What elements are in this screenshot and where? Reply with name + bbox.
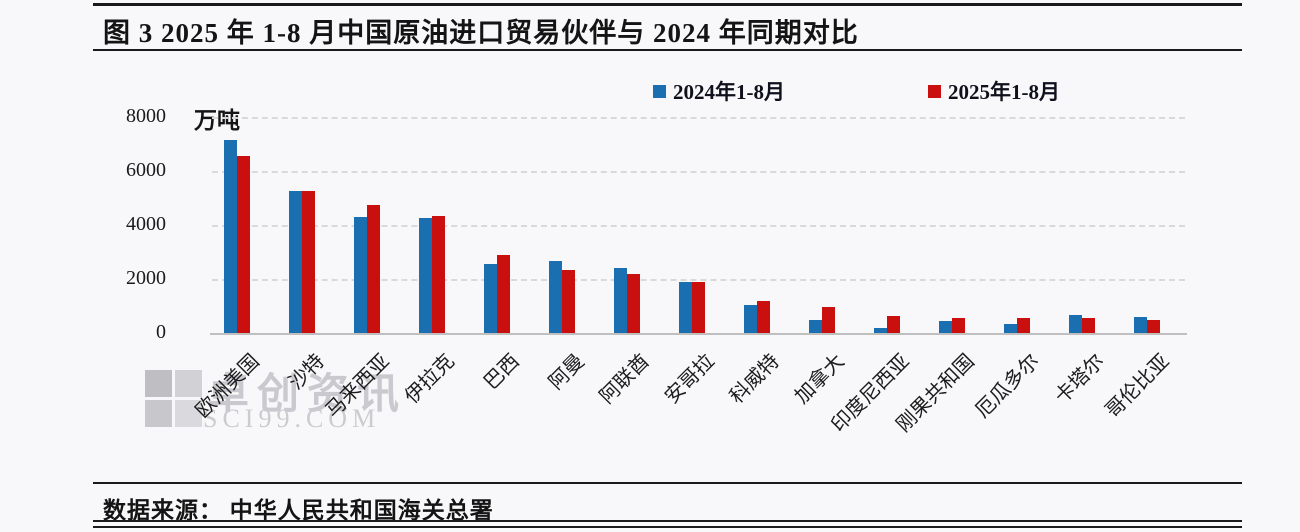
bar-2025-卡塔尔 xyxy=(1082,317,1095,333)
bar-2024-卡塔尔 xyxy=(1069,314,1082,333)
x-label-厄瓜多尔: 厄瓜多尔 xyxy=(971,350,1044,423)
bar-2024-沙特 xyxy=(289,191,302,333)
y-tick-4000: 4000 xyxy=(126,213,166,235)
footer-top-rule xyxy=(93,482,1242,484)
bar-2024-科威特 xyxy=(744,304,757,333)
y-tick-6000: 6000 xyxy=(126,159,166,181)
bar-2025-刚果共和国 xyxy=(952,318,965,333)
bar-2025-欧洲美国 xyxy=(237,156,250,333)
bar-2024-加拿大 xyxy=(809,319,822,333)
bar-2024-厄瓜多尔 xyxy=(1004,324,1017,333)
legend-item-2024: 2024年1-8月 xyxy=(653,79,785,104)
header-bottom-rule xyxy=(93,49,1242,51)
gridline-6000 xyxy=(212,171,1185,173)
bar-2024-伊拉克 xyxy=(419,217,432,333)
bar-2024-刚果共和国 xyxy=(939,321,952,333)
legend-swatch-2025-icon xyxy=(928,84,941,98)
figure-title: 图 3 2025 年 1-8 月中国原油进口贸易伙伴与 2024 年同期对比 xyxy=(103,18,859,48)
bar-2025-哥伦比亚 xyxy=(1147,319,1160,333)
x-label-印度尼西亚: 印度尼西亚 xyxy=(827,350,914,437)
x-label-加拿大: 加拿大 xyxy=(790,350,849,409)
legend-label-2024: 2024年1-8月 xyxy=(673,80,785,104)
bar-2025-印度尼西亚 xyxy=(887,316,900,333)
bar-2025-厄瓜多尔 xyxy=(1017,318,1030,333)
bar-2025-阿联酋 xyxy=(627,273,640,333)
gridline-8000 xyxy=(212,117,1185,119)
x-label-卡塔尔: 卡塔尔 xyxy=(1050,350,1109,409)
footer-bottom-rule-2 xyxy=(93,526,1242,528)
data-source-text: 数据来源： 中华人民共和国海关总署 xyxy=(103,498,494,523)
y-tick-8000: 8000 xyxy=(126,105,166,127)
y-tick-2000: 2000 xyxy=(126,267,166,289)
x-label-刚果共和国: 刚果共和国 xyxy=(892,350,979,437)
bar-2025-加拿大 xyxy=(822,306,835,333)
bar-2025-阿曼 xyxy=(562,269,575,333)
footer-bottom-rule-1 xyxy=(93,520,1242,522)
watermark: 卓创资讯 SCI99.COM xyxy=(145,368,625,438)
bar-2024-阿曼 xyxy=(549,261,562,333)
bar-2025-巴西 xyxy=(497,255,510,333)
gridline-4000 xyxy=(212,225,1185,227)
header-top-rule xyxy=(93,3,1242,6)
x-label-哥伦比亚: 哥伦比亚 xyxy=(1101,350,1174,423)
bar-2024-安哥拉 xyxy=(679,281,692,333)
watermark-domain-text: SCI99.COM xyxy=(203,404,381,433)
bar-2025-伊拉克 xyxy=(432,216,445,333)
bar-2024-哥伦比亚 xyxy=(1134,316,1147,333)
bar-2025-科威特 xyxy=(757,301,770,333)
gridline-2000 xyxy=(212,279,1185,281)
y-axis-unit-label: 万吨 xyxy=(194,108,240,133)
watermark-brand-text: 卓创资讯 xyxy=(207,372,408,418)
y-tick-0: 0 xyxy=(156,321,166,343)
x-axis-line xyxy=(210,333,1187,335)
bar-2024-马来西亚 xyxy=(354,216,367,333)
bar-2025-沙特 xyxy=(302,190,315,333)
x-label-科威特: 科威特 xyxy=(725,350,784,409)
bar-2025-安哥拉 xyxy=(692,281,705,333)
bar-2025-马来西亚 xyxy=(367,205,380,333)
bar-2024-阿联酋 xyxy=(614,267,627,333)
legend-label-2025: 2025年1-8月 xyxy=(948,80,1060,104)
bar-2024-印度尼西亚 xyxy=(874,327,887,333)
legend-item-2025: 2025年1-8月 xyxy=(928,79,1060,104)
legend-swatch-2024-icon xyxy=(653,84,666,98)
bar-2024-巴西 xyxy=(484,263,497,333)
watermark-logo-icon xyxy=(145,370,203,428)
bar-2024-欧洲美国 xyxy=(224,139,237,333)
